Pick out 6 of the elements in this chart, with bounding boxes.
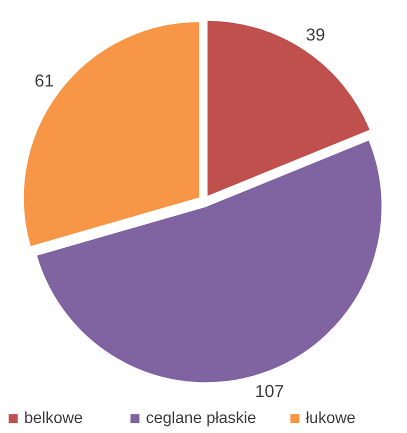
data-label: 39 (306, 24, 326, 45)
data-label: 107 (255, 380, 284, 401)
data-label: 61 (34, 70, 54, 91)
legend-label: belkowe (24, 410, 83, 428)
legend-label: ceglane płaskie (146, 410, 256, 428)
legend-label: łukowe (306, 410, 356, 428)
